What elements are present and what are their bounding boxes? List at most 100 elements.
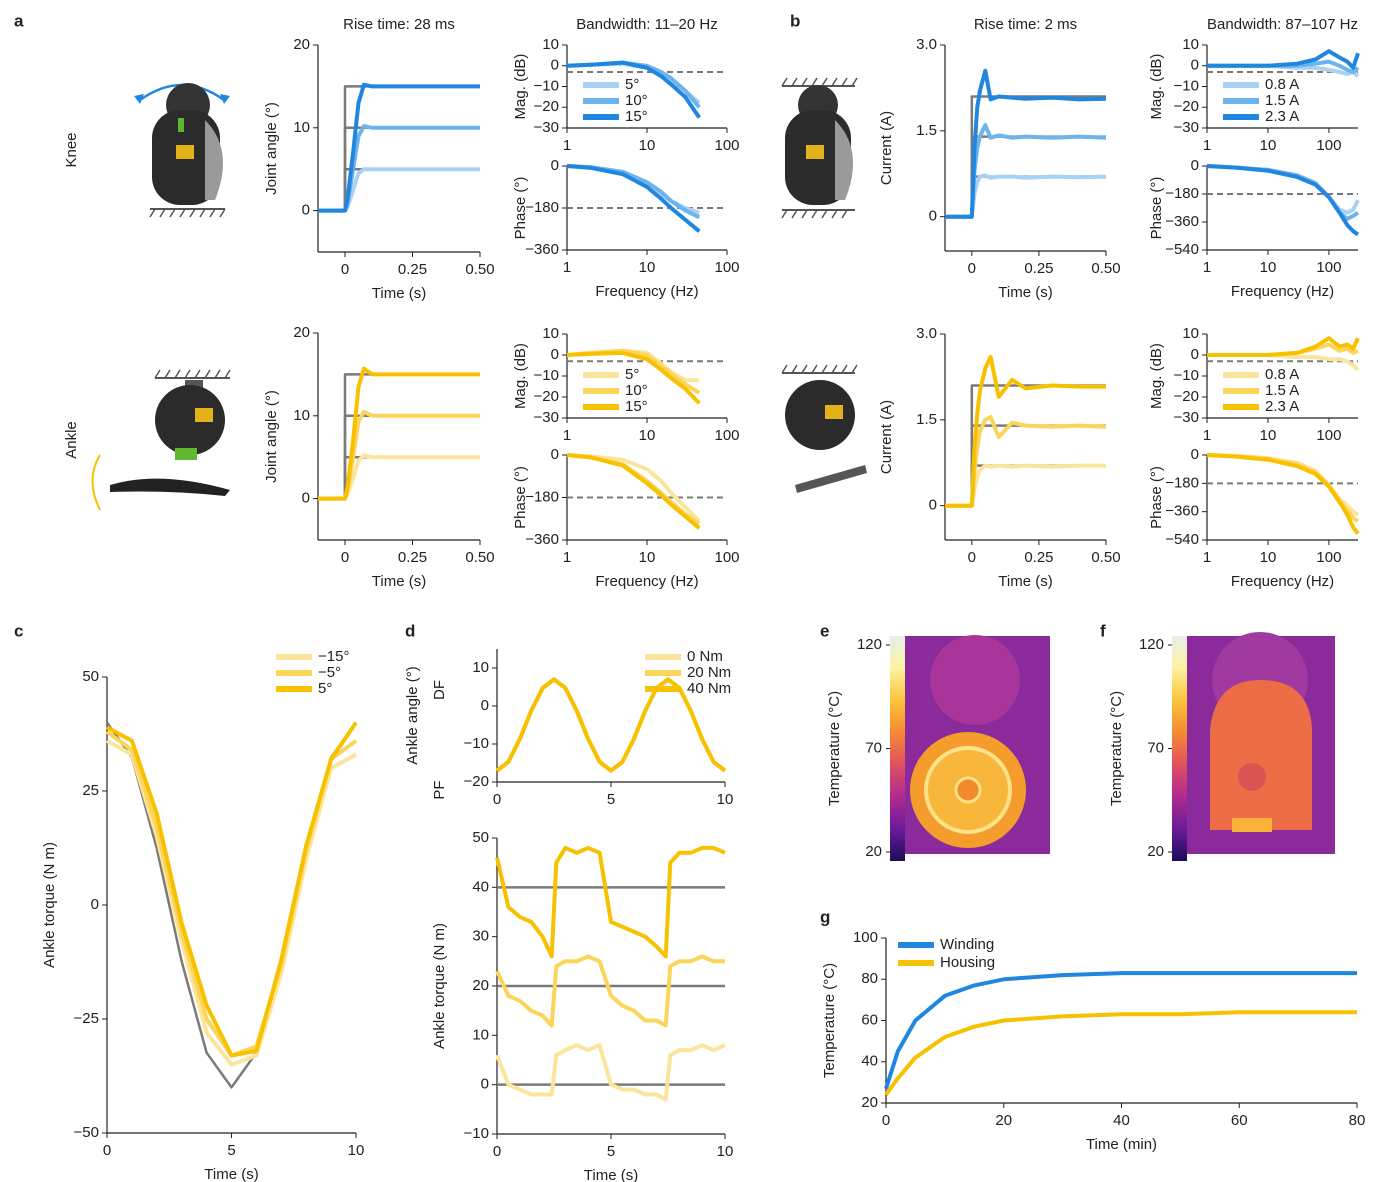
chart-title: Rise time: 28 ms xyxy=(343,16,455,33)
y-tick-label: 1.5 xyxy=(916,122,937,139)
legend-label: −5° xyxy=(318,664,341,681)
x-tick-label: 1 xyxy=(563,549,571,566)
x-tick-label: 20 xyxy=(995,1112,1012,1129)
y-tick-label: 0 xyxy=(929,208,937,225)
reference-line xyxy=(495,845,726,959)
x-tick-label: 100 xyxy=(1316,137,1341,154)
annotation: DF xyxy=(431,680,448,700)
y-axis-label: Temperature (°C) xyxy=(821,963,838,1078)
reference-line xyxy=(945,463,1106,508)
reference-line xyxy=(318,167,480,212)
y-axis-label: Mag. (dB) xyxy=(512,343,529,409)
ankle-current-illustration xyxy=(781,364,867,493)
y-tick-label: 80 xyxy=(861,970,878,987)
x-tick-label: 100 xyxy=(1316,549,1341,566)
reference-line xyxy=(945,384,1106,507)
legend-label: 10° xyxy=(625,92,648,109)
y-tick-label: −20 xyxy=(464,773,489,790)
x-tick-label: 10 xyxy=(348,1142,365,1159)
reference-line xyxy=(318,453,480,501)
reference-line xyxy=(318,85,480,212)
panel-label: e xyxy=(820,621,829,640)
legend-label: 0.8 A xyxy=(1265,76,1299,93)
y-tick-label: 70 xyxy=(865,739,882,756)
row-label: Ankle xyxy=(63,421,80,459)
colorbar xyxy=(1172,636,1187,861)
x-tick-label: 0.25 xyxy=(398,549,427,566)
y-tick-label: 40 xyxy=(472,878,489,895)
y-tick-label: 10 xyxy=(472,659,489,676)
data-line xyxy=(106,721,358,1058)
reference-line xyxy=(318,455,480,500)
y-tick-label: −10 xyxy=(464,1125,489,1142)
x-tick-label: 60 xyxy=(1231,1112,1248,1129)
row-label: Knee xyxy=(63,132,80,167)
panel-label: b xyxy=(790,11,800,30)
x-axis-label: Time (s) xyxy=(584,1167,638,1182)
thermal-image-f xyxy=(1187,632,1335,854)
chart-title: Rise time: 2 ms xyxy=(974,16,1077,33)
x-axis-label: Frequency (Hz) xyxy=(595,573,698,590)
x-axis-label: Time (s) xyxy=(204,1166,258,1182)
y-tick-label: −20 xyxy=(534,98,559,115)
data-line xyxy=(495,677,727,773)
y-tick-label: 0 xyxy=(1191,346,1199,363)
y-tick-label: 3.0 xyxy=(916,36,937,53)
y-tick-label: −30 xyxy=(1174,409,1199,426)
y-tick-label: 100 xyxy=(853,929,878,946)
y-tick-label: −10 xyxy=(534,77,559,94)
colorbar xyxy=(890,636,905,861)
y-tick-label: −360 xyxy=(1165,503,1199,520)
x-tick-label: 0 xyxy=(493,791,501,808)
y-axis-label: Temperature (°C) xyxy=(826,691,843,806)
legend-label: 5° xyxy=(318,680,332,697)
y-tick-label: 0 xyxy=(551,57,559,74)
reference-line xyxy=(318,409,480,501)
legend-label: −15° xyxy=(318,648,349,665)
x-axis-label: Time (min) xyxy=(1086,1136,1157,1153)
legend-label: 5° xyxy=(625,366,639,383)
thermal-image-e xyxy=(905,635,1050,854)
x-tick-label: 5 xyxy=(607,1143,615,1160)
knee-illustration xyxy=(134,83,230,218)
y-tick-label: −30 xyxy=(534,409,559,426)
reference-line xyxy=(945,173,1107,219)
y-tick-label: 10 xyxy=(293,407,310,424)
legend-label: Winding xyxy=(940,936,994,953)
legend-label: Housing xyxy=(940,954,995,971)
y-tick-label: 0 xyxy=(929,497,937,514)
x-tick-label: 5 xyxy=(607,791,615,808)
legend-label: 15° xyxy=(625,398,648,415)
reference-line xyxy=(566,164,701,220)
x-tick-label: 0 xyxy=(341,261,349,278)
x-tick-label: 80 xyxy=(1349,1112,1366,1129)
y-tick-label: 60 xyxy=(861,1011,878,1028)
y-tick-label: −30 xyxy=(534,119,559,136)
y-tick-label: 20 xyxy=(293,324,310,341)
y-tick-label: 20 xyxy=(865,843,882,860)
y-tick-label: 3.0 xyxy=(916,325,937,342)
reference-line xyxy=(318,82,480,213)
y-tick-label: 20 xyxy=(861,1094,878,1111)
legend-label: 1.5 A xyxy=(1265,92,1299,109)
x-tick-label: 10 xyxy=(639,259,656,276)
reference-line xyxy=(1206,453,1360,535)
y-tick-label: 0 xyxy=(302,490,310,507)
y-tick-label: 25 xyxy=(82,782,99,799)
legend-label: 40 Nm xyxy=(687,680,731,697)
y-tick-label: 10 xyxy=(1182,36,1199,53)
y-axis-label: Mag. (dB) xyxy=(1148,54,1165,120)
y-axis-label: Ankle angle (°) xyxy=(404,666,421,765)
y-tick-label: 50 xyxy=(82,668,99,685)
legend-label: 0 Nm xyxy=(687,648,723,665)
x-tick-label: 1 xyxy=(1203,137,1211,154)
y-tick-label: −180 xyxy=(1165,185,1199,202)
x-axis-label: Time (s) xyxy=(998,284,1052,301)
x-tick-label: 0.50 xyxy=(1091,549,1120,566)
y-tick-label: −360 xyxy=(1165,213,1199,230)
y-axis-label: Current (A) xyxy=(878,111,895,185)
x-tick-label: 40 xyxy=(1113,1112,1130,1129)
x-tick-label: 10 xyxy=(1260,137,1277,154)
reference-line xyxy=(566,453,701,530)
